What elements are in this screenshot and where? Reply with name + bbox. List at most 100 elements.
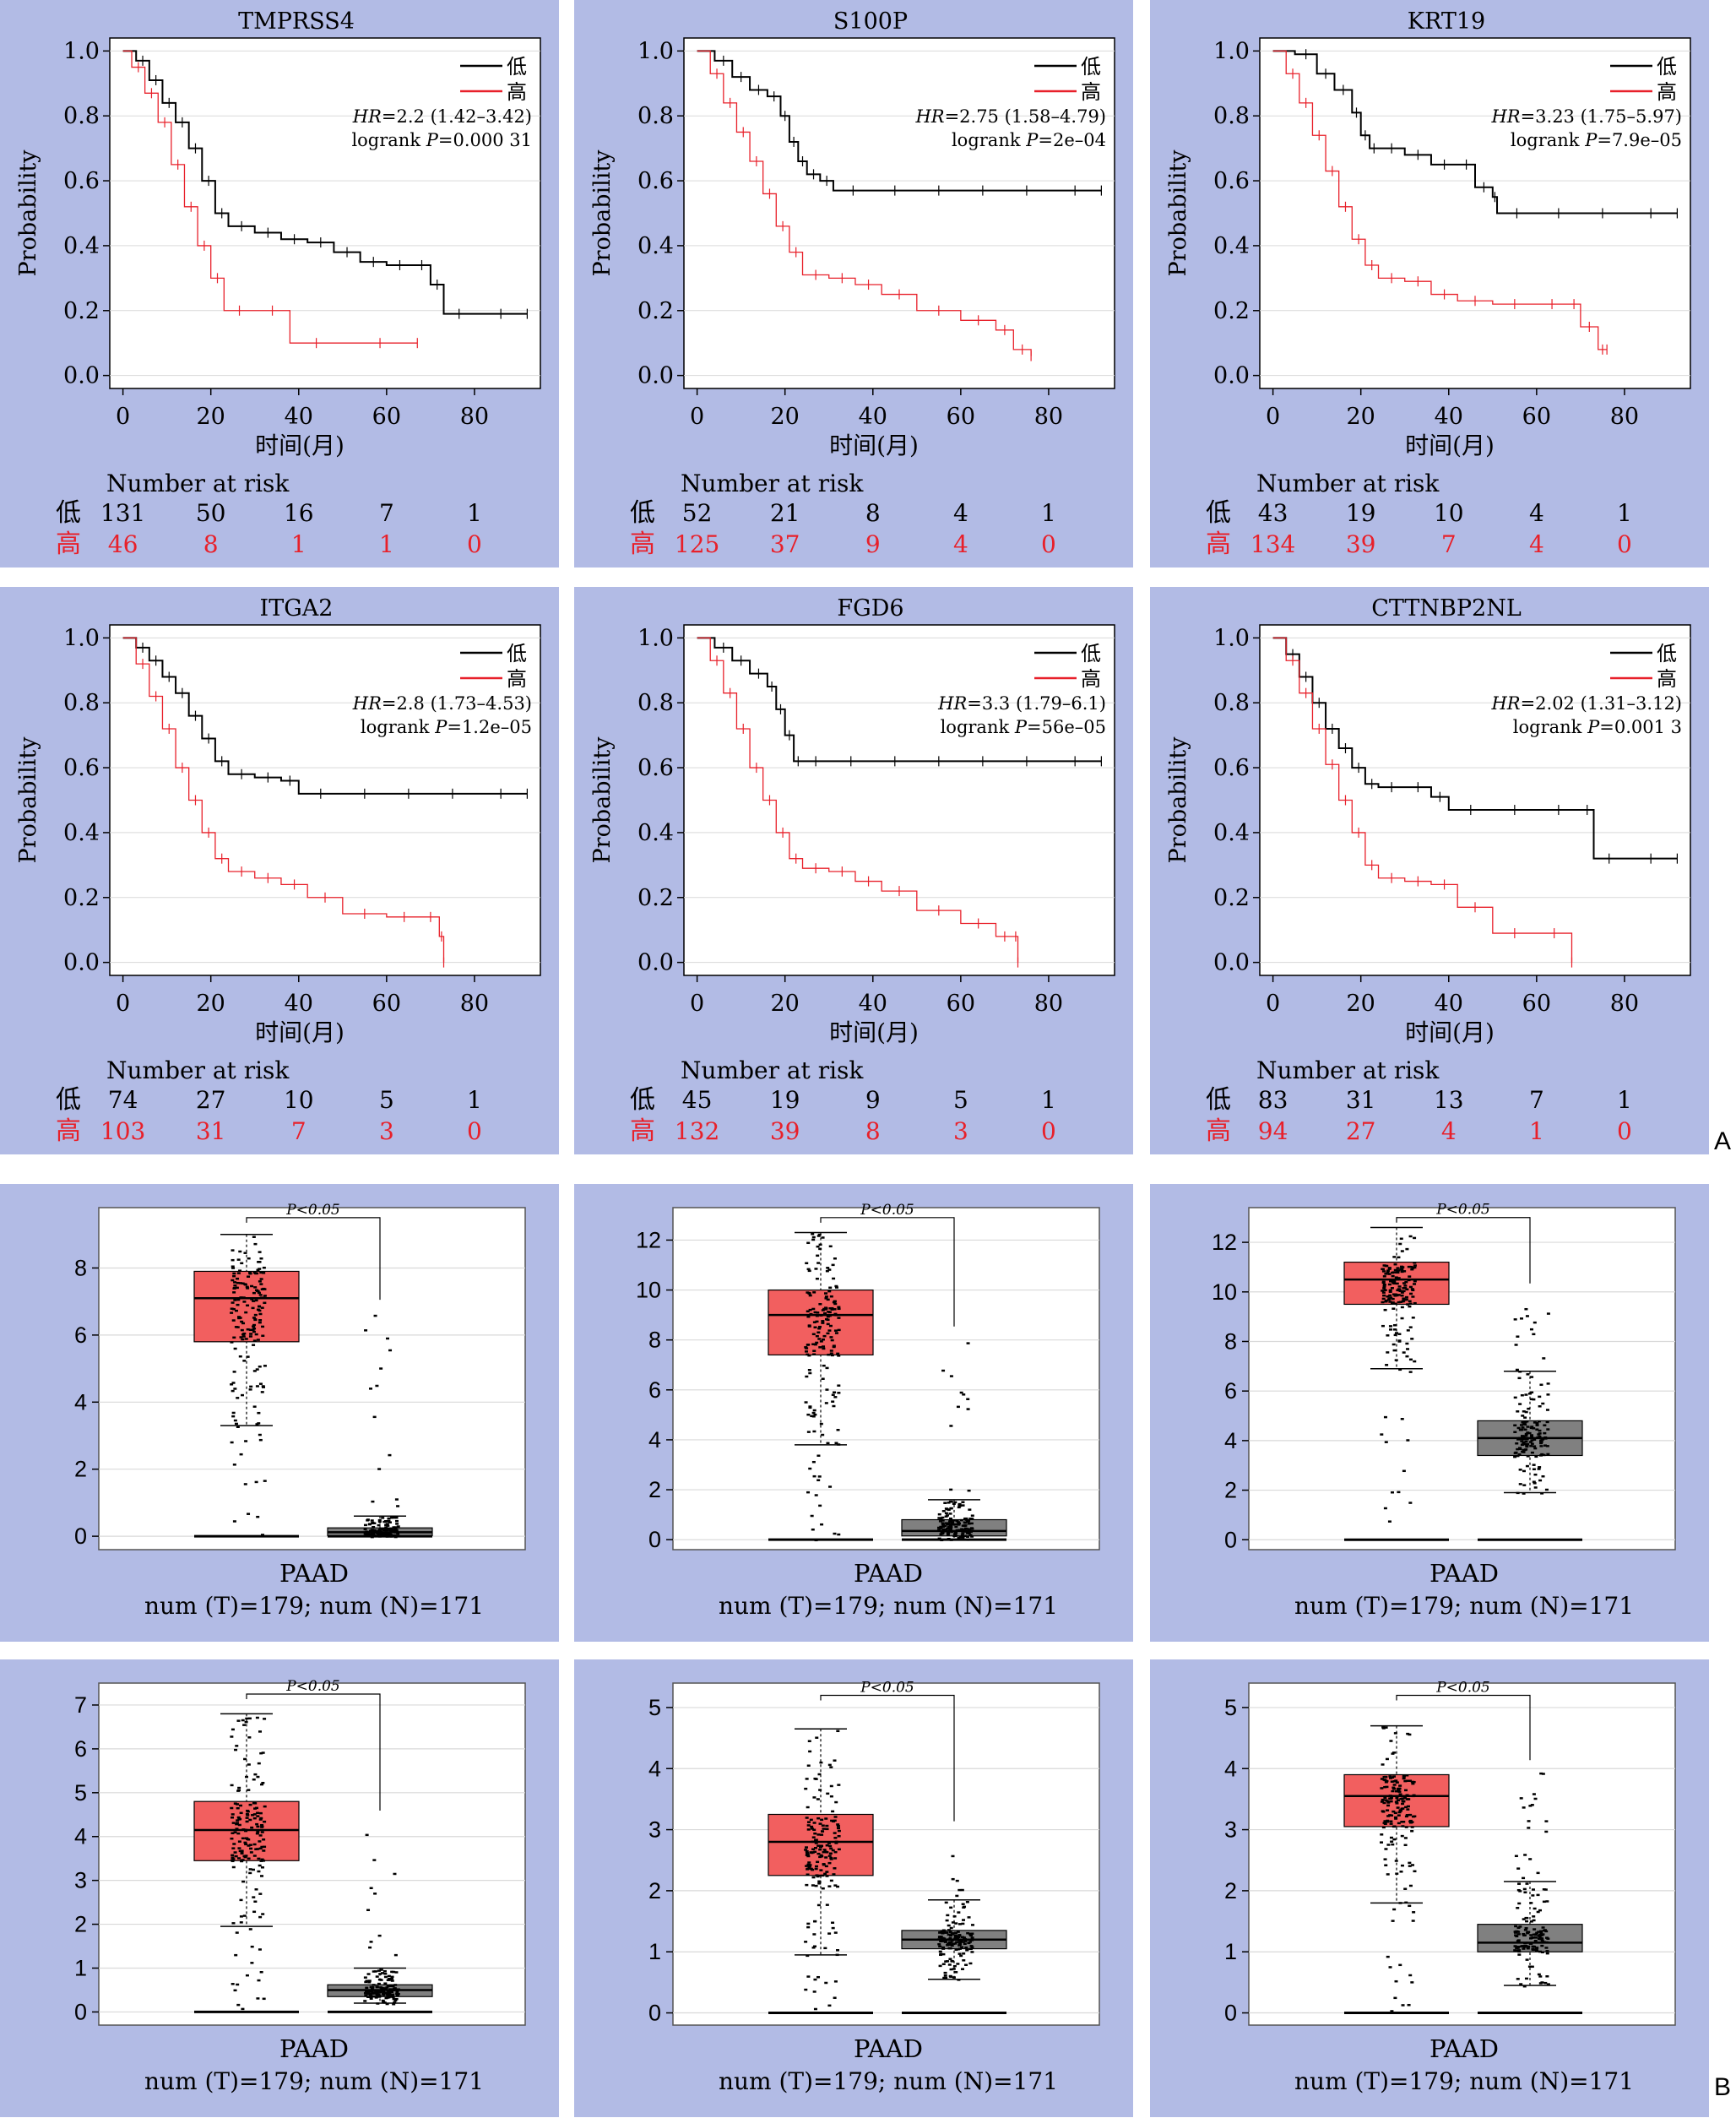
- tumor-point: [262, 1997, 266, 2001]
- tumor-point: [258, 1251, 262, 1253]
- normal-point: [387, 1517, 391, 1520]
- normal-point: [1545, 1936, 1549, 1939]
- normal-point: [365, 1833, 369, 1837]
- normal-point: [1534, 1936, 1538, 1939]
- normal-point: [370, 1519, 374, 1522]
- tumor-point: [811, 1851, 815, 1854]
- normal-point: [1524, 1927, 1528, 1930]
- normal-point: [1533, 1438, 1537, 1441]
- normal-point: [1513, 1931, 1517, 1934]
- tumor-point: [260, 1875, 264, 1877]
- tumor-point: [247, 1275, 251, 1278]
- y-tick-label: 2: [1224, 1478, 1237, 1503]
- tumor-point: [1385, 1757, 1389, 1761]
- normal-point: [952, 1502, 956, 1506]
- tumor-point: [1386, 1295, 1390, 1298]
- x-tick-label: 40: [859, 404, 887, 430]
- normal-point: [954, 1935, 958, 1937]
- normal-point: [964, 1530, 968, 1533]
- tumor-point: [257, 1411, 261, 1415]
- normal-point: [948, 1500, 952, 1503]
- tumor-point: [1381, 1763, 1385, 1766]
- normal-point: [381, 1999, 385, 2002]
- plot-area: [672, 1682, 1100, 2026]
- normal-point: [365, 1530, 369, 1534]
- normal-point: [958, 1952, 962, 1955]
- normal-point: [956, 1936, 960, 1939]
- tumor-point: [827, 1932, 832, 1935]
- tumor-point: [1412, 1911, 1416, 1914]
- tumor-point: [1381, 1798, 1385, 1801]
- tumor-point: [1388, 1775, 1392, 1778]
- tumor-point: [834, 1840, 838, 1844]
- tumor-point: [834, 1442, 838, 1444]
- normal-point: [937, 1526, 941, 1529]
- normal-point: [1531, 1945, 1535, 1948]
- tumor-point: [247, 1257, 251, 1260]
- y-tick-label: 3: [1224, 1817, 1237, 1843]
- tumor-point: [252, 1317, 256, 1319]
- normal-point: [1538, 1930, 1543, 1933]
- y-tick-label: 0.2: [637, 885, 674, 911]
- tumor-point: [811, 1528, 815, 1531]
- tumor-point: [253, 1773, 258, 1776]
- tumor-point: [813, 1978, 817, 1981]
- normal-point: [958, 1888, 962, 1892]
- tumor-point: [829, 1766, 833, 1768]
- normal-point: [393, 2001, 397, 2004]
- tumor-point: [258, 1730, 263, 1733]
- x-tick-label: 40: [285, 404, 313, 430]
- tumor-point: [816, 1312, 820, 1314]
- normal-point: [1530, 1435, 1534, 1438]
- tumor-point: [1390, 1287, 1394, 1290]
- y-tick-label: 0.6: [1213, 168, 1250, 194]
- tumor-point: [248, 1818, 252, 1822]
- y-tick-label: 0.0: [1213, 363, 1250, 389]
- normal-point: [1546, 1393, 1550, 1396]
- tumor-point: [827, 1311, 831, 1313]
- normal-point: [1527, 1407, 1531, 1410]
- normal-point: [1536, 1436, 1540, 1439]
- normal-point: [946, 1960, 950, 1963]
- normal-point: [954, 1948, 958, 1951]
- tumor-point: [833, 1857, 838, 1860]
- normal-point: [1525, 1882, 1529, 1885]
- tumor-point: [233, 1989, 237, 1992]
- normal-point: [371, 1521, 375, 1524]
- normal-point: [1532, 1427, 1536, 1430]
- tumor-point: [1408, 1974, 1413, 1977]
- normal-point: [363, 1528, 367, 1531]
- tumor-point: [1394, 1293, 1398, 1296]
- tumor-point: [1392, 1908, 1397, 1911]
- x-tick-label: 60: [947, 991, 975, 1017]
- tumor-point: [829, 1350, 833, 1352]
- normal-point: [953, 1523, 958, 1526]
- normal-point: [957, 1979, 961, 1981]
- tumor-point: [812, 1350, 816, 1352]
- normal-point: [372, 1522, 377, 1524]
- tumor-point: [808, 1294, 812, 1297]
- normal-point: [1518, 1371, 1522, 1373]
- normal-point: [969, 1945, 974, 1947]
- hazard-ratio: HR=2.2 (1.42–3.42): [352, 106, 532, 127]
- normal-point: [1514, 1855, 1518, 1858]
- x-tick-label: 80: [460, 991, 489, 1017]
- tumor-point: [811, 1876, 816, 1879]
- tumor-point: [242, 1855, 247, 1858]
- risk-high-value: 4: [953, 530, 968, 558]
- tumor-point: [1406, 1808, 1410, 1811]
- normal-point: [957, 1911, 961, 1914]
- tumor-point: [239, 1921, 243, 1924]
- tumor-point: [231, 1832, 235, 1834]
- normal-point: [1524, 1307, 1528, 1311]
- normal-point: [945, 1522, 949, 1524]
- normal-point: [941, 1936, 945, 1940]
- tumor-point: [231, 1382, 236, 1384]
- y-tick-label: 10: [1212, 1279, 1237, 1305]
- normal-point: [962, 1952, 966, 1955]
- chart-title: CTTNBP2NL: [1371, 595, 1522, 622]
- tumor-point: [236, 1272, 241, 1274]
- normal-point: [963, 1524, 967, 1527]
- normal-point: [368, 1530, 372, 1533]
